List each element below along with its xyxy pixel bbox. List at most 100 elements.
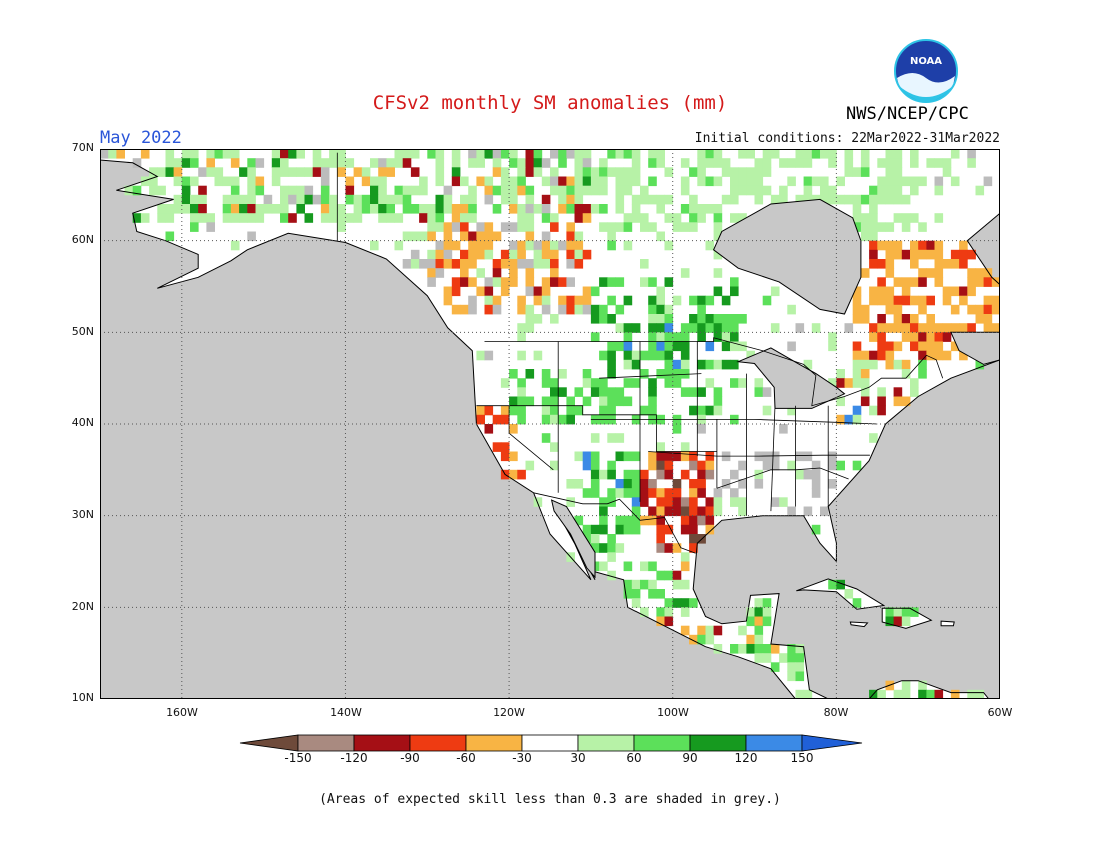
anomaly-cell <box>451 240 461 251</box>
anomaly-cell <box>967 149 976 159</box>
anomaly-cell <box>918 323 927 333</box>
anomaly-cell <box>173 204 183 214</box>
anomaly-cell <box>623 359 633 370</box>
anomaly-cell <box>680 332 690 342</box>
anomaly-cell <box>901 222 911 232</box>
anomaly-cell <box>623 185 633 196</box>
footnote: (Areas of expected skill less than 0.3 a… <box>319 792 781 807</box>
anomaly-cell <box>893 396 903 407</box>
anomaly-cell <box>713 332 723 342</box>
anomaly-cell <box>869 295 878 306</box>
anomaly-cell <box>803 194 813 205</box>
anomaly-cell <box>402 149 412 159</box>
anomaly-cell <box>950 689 960 699</box>
anomaly-cell <box>672 506 682 517</box>
anomaly-cell <box>525 194 535 205</box>
anomaly-cell <box>697 304 706 315</box>
anomaly-cell <box>869 323 878 333</box>
anomaly-cell <box>566 149 575 159</box>
anomaly-cell <box>934 185 944 196</box>
anomaly-cell <box>443 249 453 260</box>
lat-tick: 60N <box>71 233 94 246</box>
anomaly-cell <box>165 167 175 177</box>
anomaly-cell <box>910 332 919 342</box>
anomaly-cell <box>672 543 682 553</box>
anomaly-cell <box>590 479 600 489</box>
anomaly-cell <box>190 222 199 232</box>
anomaly-cell <box>877 387 886 397</box>
anomaly-cell <box>811 469 821 480</box>
anomaly-cell <box>239 167 248 177</box>
anomaly-cell <box>451 167 461 177</box>
anomaly-cell <box>820 149 829 159</box>
anomaly-cell <box>631 350 641 361</box>
anomaly-cell <box>680 497 690 507</box>
lat-tick: 70N <box>71 141 94 154</box>
anomaly-cell <box>713 405 723 416</box>
anomaly-cell <box>656 469 665 480</box>
anomaly-cell <box>885 259 895 269</box>
anomaly-cell <box>541 286 551 297</box>
anomaly-cell <box>877 332 886 342</box>
anomaly-cell <box>329 194 338 205</box>
anomaly-cell <box>550 213 559 223</box>
anomaly-cell <box>558 295 567 306</box>
anomaly-cell <box>648 332 657 342</box>
anomaly-cell <box>517 213 526 223</box>
anomaly-cell <box>950 304 960 315</box>
anomaly-cell <box>476 350 485 361</box>
anomaly-cell <box>811 488 821 498</box>
anomaly-cell <box>680 552 690 562</box>
anomaly-cell <box>590 387 600 397</box>
anomaly-cell <box>525 259 535 269</box>
anomaly-cell <box>689 314 698 324</box>
anomaly-cell <box>680 607 690 617</box>
anomaly-cell <box>877 405 886 416</box>
anomaly-cell <box>271 176 281 187</box>
anomaly-cell <box>664 323 674 333</box>
anomaly-cell <box>476 268 485 278</box>
anomaly-cell <box>157 204 166 214</box>
anomaly-cell <box>599 524 608 535</box>
anomaly-cell <box>533 249 543 260</box>
anomaly-cell <box>738 625 747 636</box>
anomaly-cell <box>615 167 625 177</box>
anomaly-cell <box>770 662 780 672</box>
anomaly-cell <box>590 176 600 187</box>
anomaly-cell <box>615 222 625 232</box>
anomaly-cell <box>370 194 379 205</box>
anomaly-cell <box>517 222 526 232</box>
anomaly-cell <box>795 653 805 663</box>
anomaly-cell <box>754 378 764 388</box>
anomaly-cell <box>680 451 690 462</box>
anomaly-cell <box>574 515 584 526</box>
anomaly-cell <box>263 194 273 205</box>
anomaly-cell <box>738 479 747 489</box>
anomaly-cell <box>631 176 641 187</box>
anomaly-cell <box>566 295 575 306</box>
anomaly-cell <box>280 204 289 214</box>
anomaly-cell <box>754 634 764 645</box>
anomaly-cell <box>320 204 330 214</box>
anomaly-cell <box>607 350 616 361</box>
anomaly-cell <box>648 561 657 572</box>
anomaly-cell <box>697 323 706 333</box>
anomaly-cell <box>419 204 428 214</box>
anomaly-cell <box>607 167 616 177</box>
anomaly-cell <box>680 625 690 636</box>
anomaly-cell <box>918 304 927 315</box>
anomaly-cell <box>689 204 698 214</box>
anomaly-cell <box>533 314 543 324</box>
anomaly-cell <box>206 222 215 232</box>
anomaly-cell <box>607 433 616 443</box>
anomaly-cell <box>885 240 895 251</box>
anomaly-cell <box>550 268 559 278</box>
colorbar-swatch <box>297 734 355 752</box>
anomaly-cell <box>361 194 371 205</box>
colorbar-label: -90 <box>400 751 420 765</box>
anomaly-cell <box>402 158 412 168</box>
anomaly-cell <box>631 213 641 223</box>
anomaly-cell <box>353 167 363 177</box>
anomaly-cell <box>697 149 706 159</box>
anomaly-cell <box>190 194 199 205</box>
